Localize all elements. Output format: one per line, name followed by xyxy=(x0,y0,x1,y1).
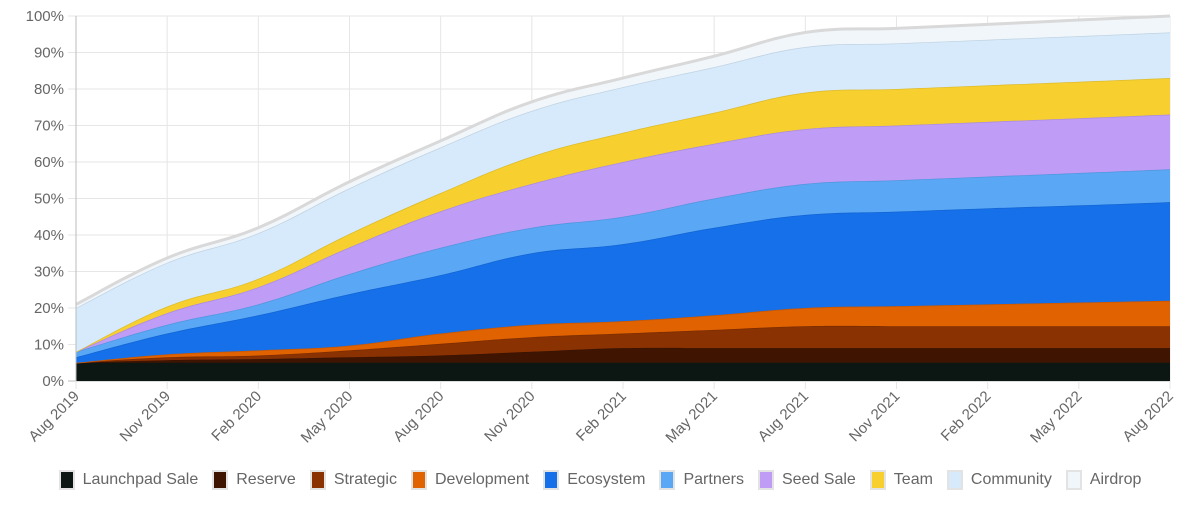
area-strategic[interactable] xyxy=(76,325,1170,363)
x-tick-label: Nov 2021 xyxy=(846,388,903,445)
x-tick-label: Feb 2022 xyxy=(938,388,995,445)
legend-item-launchpad-sale[interactable]: Launchpad Sale xyxy=(58,470,199,490)
legend-item-airdrop[interactable]: Airdrop xyxy=(1065,470,1142,490)
legend-swatch xyxy=(212,470,229,490)
legend-swatch xyxy=(1065,470,1082,490)
legend-label: Strategic xyxy=(333,471,397,488)
legend-item-ecosystem[interactable]: Ecosystem xyxy=(543,470,645,490)
legend-label: Development xyxy=(434,471,530,488)
y-tick-label: 40% xyxy=(34,227,64,244)
y-tick-label: 0% xyxy=(42,373,64,390)
area-community[interactable] xyxy=(76,32,1170,352)
x-tick-label: Aug 2021 xyxy=(755,388,812,445)
legend-label: Launchpad Sale xyxy=(82,471,199,488)
legend-swatch xyxy=(410,470,427,490)
x-tick-label: Aug 2022 xyxy=(1119,388,1176,445)
y-tick-label: 20% xyxy=(34,300,64,317)
legend-swatch xyxy=(869,470,886,490)
stacked-area-chart: 0% 10% 20% 30% 40% 50% 60% 70% 80% 90% 100% Aug 201… xyxy=(25,8,1176,447)
x-tick-label: Nov 2020 xyxy=(481,388,538,445)
legend-item-strategic[interactable]: Strategic xyxy=(309,470,397,490)
legend-swatch xyxy=(659,470,676,490)
area-development[interactable] xyxy=(76,300,1170,363)
area-seed-sale[interactable] xyxy=(76,114,1170,352)
legend-item-team[interactable]: Team xyxy=(869,470,933,490)
legend-label: Ecosystem xyxy=(567,471,646,488)
y-tick-label: 30% xyxy=(34,264,64,281)
y-tick-label: 100% xyxy=(26,8,64,25)
legend-label: Team xyxy=(893,471,933,488)
x-tick-label: May 2021 xyxy=(662,388,721,447)
y-tick-label: 50% xyxy=(34,191,64,208)
x-tick-label: Aug 2019 xyxy=(25,388,82,445)
legend-label: Reserve xyxy=(236,471,296,488)
x-tick-label: Nov 2019 xyxy=(117,388,174,445)
areas xyxy=(75,14,1171,381)
legend-item-development[interactable]: Development xyxy=(410,470,530,490)
y-tick-label: 60% xyxy=(34,154,64,171)
area-partners[interactable] xyxy=(76,169,1170,358)
x-tick-label: May 2022 xyxy=(1027,388,1086,447)
legend-item-community[interactable]: Community xyxy=(946,470,1052,490)
y-tick-label: 70% xyxy=(34,118,64,135)
x-tick-label: Feb 2021 xyxy=(573,388,630,445)
area-ecosystem[interactable] xyxy=(76,202,1170,363)
x-tick-label: Aug 2020 xyxy=(390,388,447,445)
legend-item-partners[interactable]: Partners xyxy=(659,470,744,490)
area-line-airdrop xyxy=(75,14,1171,306)
area-reserve[interactable] xyxy=(76,347,1170,363)
legend-label: Airdrop xyxy=(1089,471,1142,488)
y-tick-label: 90% xyxy=(34,45,64,62)
legend-swatch xyxy=(946,470,963,490)
area-launchpad-sale[interactable] xyxy=(76,362,1170,381)
x-tick-label: Feb 2020 xyxy=(208,388,265,445)
x-tick-label: May 2020 xyxy=(298,388,357,447)
legend-swatch xyxy=(543,470,560,490)
legend-item-reserve[interactable]: Reserve xyxy=(212,470,296,490)
legend-label: Partners xyxy=(683,471,744,488)
legend-label: Seed Sale xyxy=(781,471,856,488)
legend: Launchpad Sale Reserve Strategic Developmen… xyxy=(0,470,1200,490)
legend-swatch xyxy=(58,470,75,490)
legend-label: Community xyxy=(970,471,1052,488)
y-tick-label: 80% xyxy=(34,81,64,98)
legend-item-seed-sale[interactable]: Seed Sale xyxy=(757,470,856,490)
legend-swatch xyxy=(757,470,774,490)
legend-swatch xyxy=(309,470,326,490)
y-tick-label: 10% xyxy=(34,337,64,354)
